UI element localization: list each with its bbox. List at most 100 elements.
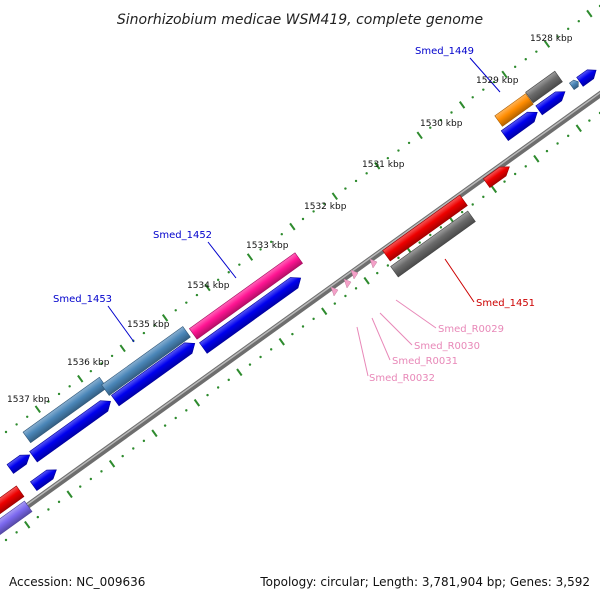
tick-dot xyxy=(482,195,485,199)
tick-mark xyxy=(34,405,41,414)
cds-forward xyxy=(30,469,57,492)
tick-dot xyxy=(429,126,432,129)
tick-dot xyxy=(89,369,93,373)
tick-dot xyxy=(26,415,29,418)
genome-summary-text: Topology: circular; Length: 3,781,904 bp… xyxy=(260,575,590,589)
tick-mark xyxy=(204,283,211,292)
tick-mark xyxy=(161,314,169,322)
tick-dot xyxy=(407,141,411,145)
tick-dot xyxy=(386,264,390,267)
kbp-position-label: 1537 kbp xyxy=(7,395,50,405)
tick-dot xyxy=(513,172,517,176)
tick-dot xyxy=(556,35,559,38)
tick-mark xyxy=(193,398,201,407)
tick-mark xyxy=(374,161,381,170)
tick-dot xyxy=(216,386,220,389)
gene-label-smed-1452: Smed_1452 xyxy=(153,230,212,241)
tick-mark xyxy=(289,222,296,231)
leader-line-smed-r0029 xyxy=(395,299,437,329)
tick-mark xyxy=(24,520,31,529)
tick-dot xyxy=(248,363,252,366)
cds-purple-edge xyxy=(0,500,33,535)
tick-mark xyxy=(278,337,285,346)
tick-dot xyxy=(259,355,262,359)
tick-dot xyxy=(323,202,326,205)
tick-mark xyxy=(575,124,582,133)
cds-forward xyxy=(199,277,302,354)
tick-dot xyxy=(4,538,8,542)
gene-label-smed-1449: Smed_1449 xyxy=(415,46,474,57)
tick-mark xyxy=(108,459,116,468)
leader-line-smed-1451 xyxy=(444,258,475,303)
leader-line-smed-r0030 xyxy=(379,312,413,346)
position-labels: 1528 kbp 1529 kbp 1530 kbp 1531 kbp 1532 kbp… xyxy=(7,34,573,405)
tick-dot xyxy=(15,423,18,426)
cds-smed-1451 xyxy=(390,210,476,278)
tick-mark xyxy=(236,368,243,377)
tick-dot xyxy=(333,302,337,305)
cds-forward xyxy=(110,342,196,407)
kbp-position-label: 1531 kbp xyxy=(362,160,405,170)
tick-dot xyxy=(524,58,527,61)
cds-red xyxy=(382,194,468,262)
tick-dot xyxy=(47,400,50,403)
cds-smed-1452 xyxy=(189,252,303,340)
tick-dot xyxy=(301,217,305,221)
tick-mark xyxy=(501,70,508,79)
tick-mark xyxy=(246,253,254,261)
trna-feature xyxy=(330,286,339,297)
tick-dot xyxy=(185,409,188,412)
kbp-position-label: 1534 kbp xyxy=(187,281,230,291)
tick-dot xyxy=(429,233,432,237)
tick-dot xyxy=(280,233,283,236)
tick-dot xyxy=(588,119,591,122)
trna-feature xyxy=(350,269,359,280)
tick-mark xyxy=(490,185,498,194)
tick-dot xyxy=(57,500,61,504)
feature-track xyxy=(0,69,597,535)
gene-labels: Smed_1449 Smed_1452 Smed_1453 Smed_1451 Smed… xyxy=(53,46,535,384)
tick-dot xyxy=(418,241,421,244)
tick-dot xyxy=(142,331,146,335)
cds-forward xyxy=(535,91,566,116)
tick-mark xyxy=(66,490,73,499)
cds-gray-small xyxy=(525,70,563,104)
trna-feature xyxy=(343,278,352,289)
tick-dot xyxy=(269,240,273,244)
tick-dot xyxy=(376,271,379,275)
tick-dot xyxy=(57,392,61,396)
tick-dot xyxy=(524,165,527,168)
tick-dot xyxy=(566,134,570,138)
tick-dot xyxy=(556,142,559,145)
tick-dot xyxy=(174,309,177,312)
tick-dot xyxy=(227,378,230,382)
tick-dot xyxy=(535,50,538,53)
tick-dot xyxy=(471,96,474,99)
tick-mark xyxy=(119,344,126,353)
tick-dot xyxy=(195,293,199,297)
tick-dot xyxy=(132,447,135,450)
cds-forward xyxy=(6,454,31,474)
tick-dot xyxy=(344,294,347,298)
tick-dot xyxy=(174,416,177,420)
tick-dot xyxy=(15,531,18,534)
tick-dot xyxy=(4,430,8,434)
tick-dot xyxy=(110,354,114,358)
tick-dot xyxy=(545,149,549,153)
tick-dot xyxy=(354,287,358,290)
inner-tick-track xyxy=(4,111,600,542)
tick-mark xyxy=(416,131,423,140)
tick-dot xyxy=(36,515,40,519)
tick-mark xyxy=(151,429,158,438)
cds-red-edge xyxy=(0,485,25,515)
accession-text: Accession: NC_009636 xyxy=(9,575,146,589)
tick-dot xyxy=(354,179,358,183)
tick-mark xyxy=(321,307,328,316)
tick-dot xyxy=(89,477,93,481)
tick-dot xyxy=(513,65,517,69)
tick-dot xyxy=(503,180,506,183)
tick-dot xyxy=(312,210,315,213)
tick-mark xyxy=(543,40,551,48)
